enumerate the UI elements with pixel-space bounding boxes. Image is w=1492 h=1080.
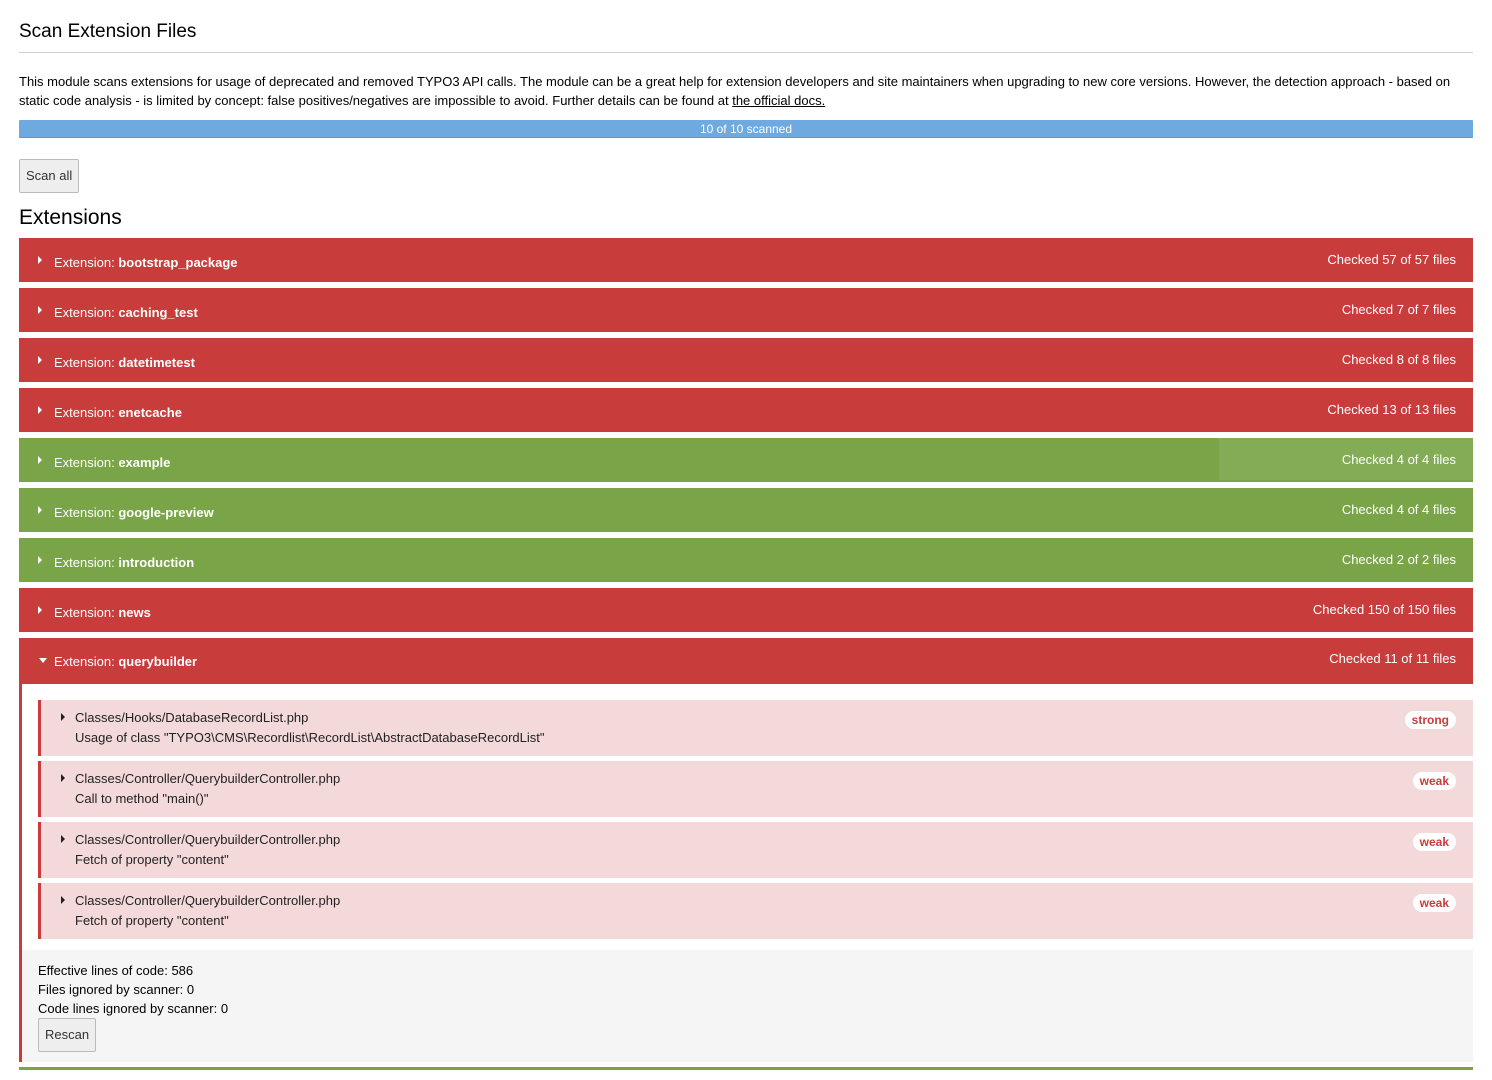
extension-prefix: Extension: (54, 305, 119, 320)
chevron-right-icon (38, 606, 42, 614)
scan-statistics: Effective lines of code: 586 Files ignor… (22, 950, 1473, 1062)
intro-body: This module scans extensions for usage o… (19, 74, 1451, 108)
extension-row-querybuilder[interactable]: Extension: querybuilder Checked 11 of 11… (19, 638, 1473, 684)
extension-row-google-preview[interactable]: Extension: google-preview Checked 4 of 4… (19, 488, 1473, 532)
intro-text: This module scans extensions for usage o… (19, 72, 1473, 110)
official-docs-link[interactable]: the official docs. (732, 93, 826, 108)
extension-file-count: Checked 8 of 8 files (1341, 352, 1456, 367)
extensions-heading: Extensions (19, 206, 122, 229)
finding-item[interactable]: Classes/Controller/QuerybuilderControlle… (38, 761, 1473, 817)
extension-prefix: Extension: (54, 405, 119, 420)
chevron-right-icon (38, 356, 42, 364)
finding-message: Usage of class "TYPO3\CMS\Recordlist\Rec… (75, 730, 545, 745)
extension-label: Extension: caching_test (54, 305, 198, 320)
effective-loc: Effective lines of code: 586 (38, 963, 194, 978)
extension-prefix: Extension: (54, 505, 119, 520)
extension-prefix: Extension: (54, 255, 119, 270)
extension-row-example[interactable]: Extension: example Checked 4 of 4 files (19, 438, 1473, 482)
finding-message: Call to method "main()" (75, 791, 209, 806)
chevron-right-icon (38, 456, 42, 464)
rescan-button[interactable]: Rescan (38, 1018, 97, 1052)
extension-name: news (118, 605, 151, 620)
match-strength-badge: strong (1404, 711, 1456, 729)
extension-prefix: Extension: (54, 555, 119, 570)
hover-highlight (1219, 438, 1473, 480)
extension-label: Extension: google-preview (54, 505, 214, 520)
next-extension-row-edge[interactable] (19, 1067, 1473, 1070)
extension-panel-querybuilder: Extension: querybuilder Checked 11 of 11… (19, 638, 1473, 1062)
chevron-down-icon (39, 658, 47, 663)
extension-name: bootstrap_package (118, 255, 238, 270)
extension-label: Extension: news (54, 605, 151, 620)
finding-file: Classes/Hooks/DatabaseRecordList.php (75, 710, 309, 725)
extension-prefix: Extension: (54, 455, 119, 470)
extension-file-count: Checked 11 of 11 files (1329, 651, 1456, 666)
progress-label: 10 of 10 scanned (699, 122, 793, 136)
files-ignored: Files ignored by scanner: 0 (38, 982, 195, 997)
extension-row-introduction[interactable]: Extension: introduction Checked 2 of 2 f… (19, 538, 1473, 582)
chevron-right-icon (61, 896, 65, 904)
extension-label: Extension: introduction (54, 555, 194, 570)
match-strength-badge: weak (1412, 833, 1456, 851)
chevron-right-icon (38, 256, 42, 264)
extension-name: introduction (118, 555, 195, 570)
chevron-right-icon (38, 406, 42, 414)
extension-prefix: Extension: (54, 654, 119, 669)
extension-file-count: Checked 2 of 2 files (1341, 552, 1456, 567)
extension-label: Extension: datetimetest (54, 355, 195, 370)
extension-file-count: Checked 150 of 150 files (1312, 602, 1456, 617)
chevron-right-icon (38, 306, 42, 314)
finding-file: Classes/Controller/QuerybuilderControlle… (75, 893, 341, 908)
finding-message: Fetch of property "content" (75, 913, 229, 928)
scan-all-button[interactable]: Scan all (19, 159, 80, 193)
extension-row-caching_test[interactable]: Extension: caching_test Checked 7 of 7 f… (19, 288, 1473, 332)
extension-file-count: Checked 13 of 13 files (1327, 402, 1456, 417)
finding-message: Fetch of property "content" (75, 852, 229, 867)
chevron-right-icon (61, 713, 65, 721)
extension-label: Extension: enetcache (54, 405, 182, 420)
extension-file-count: Checked 4 of 4 files (1341, 452, 1456, 467)
extension-row-bootstrap_package[interactable]: Extension: bootstrap_package Checked 57 … (19, 238, 1473, 282)
extension-name: datetimetest (118, 355, 195, 370)
chevron-right-icon (38, 556, 42, 564)
match-strength-badge: weak (1412, 894, 1456, 912)
page-title: Scan Extension Files (19, 0, 1473, 53)
scan-progress-bar: 10 of 10 scanned (19, 120, 1473, 138)
finding-item[interactable]: Classes/Controller/QuerybuilderControlle… (38, 822, 1473, 878)
finding-file: Classes/Controller/QuerybuilderControlle… (75, 832, 341, 847)
scan-extension-files-page: Scan Extension Files This module scans e… (19, 0, 1473, 1070)
extension-file-count: Checked 7 of 7 files (1341, 302, 1456, 317)
chevron-right-icon (61, 835, 65, 843)
match-strength-badge: weak (1412, 772, 1456, 790)
finding-item[interactable]: Classes/Controller/QuerybuilderControlle… (38, 883, 1473, 939)
finding-item[interactable]: Classes/Hooks/DatabaseRecordList.php Usa… (38, 700, 1473, 756)
extension-name: querybuilder (118, 654, 198, 669)
chevron-right-icon (38, 506, 42, 514)
extension-name: enetcache (118, 405, 182, 420)
extension-name: google-preview (118, 505, 214, 520)
extension-label: Extension: bootstrap_package (54, 255, 238, 270)
extension-row-news[interactable]: Extension: news Checked 150 of 150 files (19, 588, 1473, 632)
extension-findings: Classes/Hooks/DatabaseRecordList.php Usa… (22, 684, 1473, 1062)
finding-file: Classes/Controller/QuerybuilderControlle… (75, 771, 341, 786)
extension-row-enetcache[interactable]: Extension: enetcache Checked 13 of 13 fi… (19, 388, 1473, 432)
extension-label: Extension: querybuilder (54, 654, 197, 669)
extension-prefix: Extension: (54, 355, 119, 370)
extension-name: example (118, 455, 171, 470)
extension-label: Extension: example (54, 455, 170, 470)
extension-row-datetimetest[interactable]: Extension: datetimetest Checked 8 of 8 f… (19, 338, 1473, 382)
chevron-right-icon (61, 774, 65, 782)
extension-prefix: Extension: (54, 605, 119, 620)
lines-ignored: Code lines ignored by scanner: 0 (38, 1001, 229, 1016)
extension-file-count: Checked 4 of 4 files (1341, 502, 1456, 517)
extension-file-count: Checked 57 of 57 files (1327, 252, 1456, 267)
extension-name: caching_test (118, 305, 198, 320)
